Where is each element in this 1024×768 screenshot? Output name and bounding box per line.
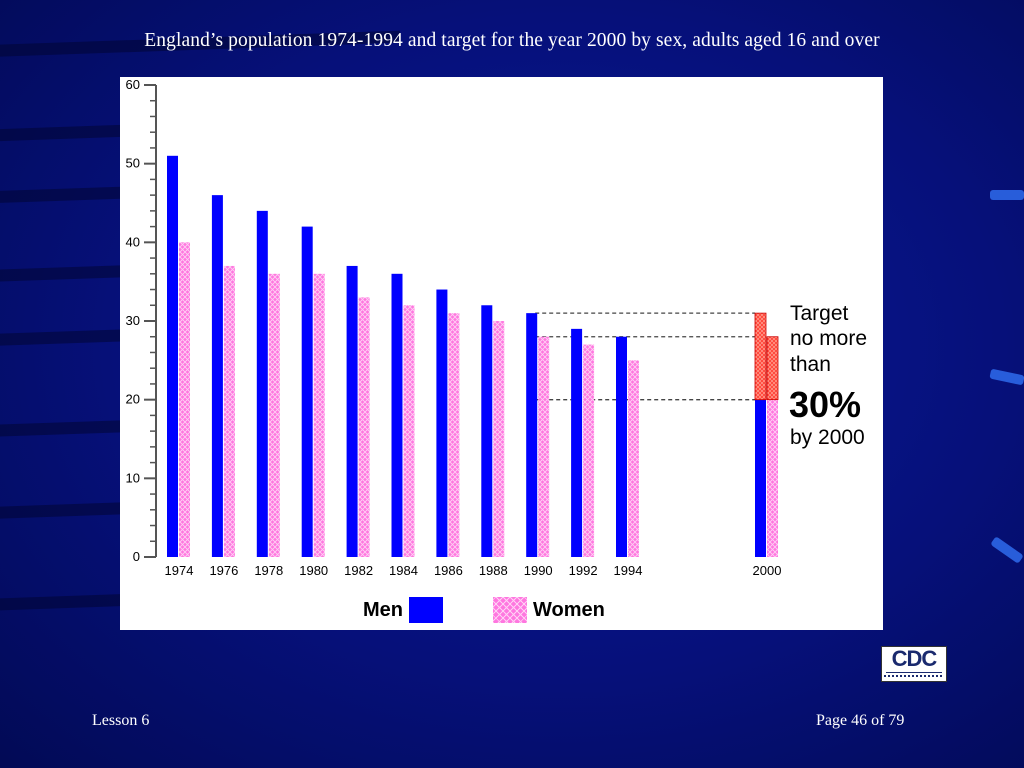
bar-women-1978	[268, 273, 280, 557]
legend-item-women: Women	[493, 597, 611, 623]
y-tick-label: 0	[133, 549, 140, 564]
bar-women-1984	[403, 305, 415, 557]
legend-item-men: Men	[363, 597, 443, 623]
x-tick-label: 1976	[209, 563, 238, 578]
y-tick-label: 60	[126, 77, 140, 92]
x-tick-label: 2000	[753, 563, 782, 578]
bar-men-1984	[391, 273, 403, 557]
target-reference-lines	[535, 312, 755, 401]
y-tick-label: 40	[126, 234, 140, 249]
bar-men-1980	[301, 226, 313, 557]
bar-men-1992	[571, 328, 583, 557]
callout-line-1: Target	[790, 302, 849, 325]
callout-line-2: no more	[790, 327, 867, 350]
x-tick-label: 1982	[344, 563, 373, 578]
bar-women-1982	[358, 297, 370, 557]
x-tick-label: 1974	[165, 563, 194, 578]
x-tick-label: 1980	[299, 563, 328, 578]
x-tick-label: 1992	[569, 563, 598, 578]
bar-men-1988	[481, 305, 493, 557]
legend-label-women: Women	[533, 598, 605, 621]
y-axis: 0 10 20 30 40 50 60	[126, 77, 157, 564]
bar-women-1974	[179, 242, 190, 558]
x-tick-label: 1988	[479, 563, 508, 578]
bar-men-1974	[167, 155, 178, 558]
bar-men-1990	[526, 313, 538, 557]
x-tick-label: 1990	[524, 563, 553, 578]
cdc-logo: CDC	[881, 646, 947, 682]
bar-women-1990	[538, 336, 550, 557]
bar-women-1992	[583, 344, 595, 557]
legend-swatch-men	[409, 597, 443, 623]
bar-women-1980	[313, 273, 325, 557]
bar-women-1986	[448, 313, 460, 557]
chart-panel: 0 10 20 30 40 50 60 1974 1976 1978 1980 1982 1984 19…	[120, 77, 883, 630]
x-tick-label: 1986	[434, 563, 463, 578]
bar-women-1988	[493, 321, 505, 557]
y-tick-label: 20	[126, 392, 140, 407]
x-tick-label: 1978	[254, 563, 283, 578]
cdc-logo-text: CDC	[891, 646, 938, 671]
target-reduction-women	[766, 336, 779, 401]
y-tick-label: 30	[126, 313, 140, 328]
bar-men-2000	[755, 399, 766, 557]
x-tick-label: 1984	[389, 563, 418, 578]
y-tick-label: 50	[126, 156, 140, 171]
callout-line-3: than	[790, 353, 831, 376]
target-reduction-men	[754, 312, 767, 401]
callout-line-4: by 2000	[790, 426, 865, 449]
footer-lesson: Lesson 6	[92, 712, 150, 729]
bar-men-1986	[436, 289, 448, 557]
legend-label-men: Men	[363, 598, 403, 621]
bar-men-1978	[256, 210, 268, 557]
bars-group	[167, 155, 779, 558]
bar-men-1982	[346, 265, 358, 557]
bar-women-1994	[628, 360, 639, 557]
bar-men-1994	[616, 336, 627, 557]
x-tick-label: 1994	[614, 563, 643, 578]
chart-legend: Men Women	[120, 597, 883, 627]
target-callout: Target no more than 30% by 2000	[789, 302, 867, 449]
bar-women-1976	[223, 265, 235, 557]
callout-big-value: 30%	[789, 384, 861, 425]
bar-men-1976	[211, 195, 223, 557]
legend-swatch-women	[493, 597, 527, 623]
bar-women-2000	[767, 399, 778, 557]
footer-page-number: Page 46 of 79	[816, 712, 905, 729]
y-tick-label: 10	[126, 470, 140, 485]
slide-title: England’s population 1974-1994 and targe…	[144, 30, 880, 51]
x-axis-labels: 1974 1976 1978 1980 1982 1984 1986 1988 1990 1992…	[165, 563, 782, 578]
